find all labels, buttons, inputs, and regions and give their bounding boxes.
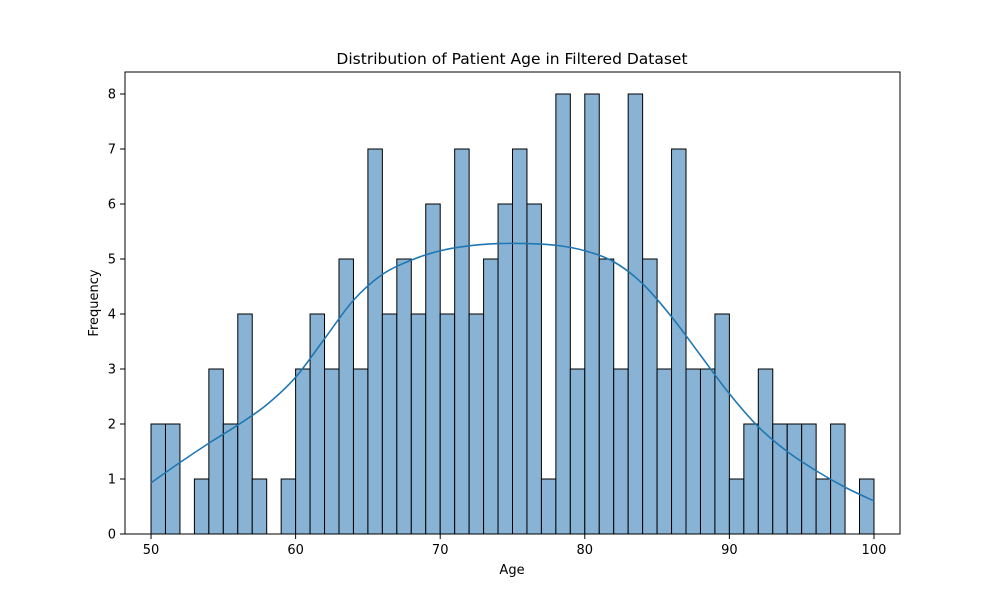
y-tick-label: 4 bbox=[108, 308, 116, 323]
histogram-bar bbox=[569, 368, 586, 535]
histogram-bar bbox=[728, 478, 745, 535]
plot-frame bbox=[124, 71, 901, 535]
histogram-bar bbox=[381, 313, 398, 535]
histogram-bar bbox=[280, 478, 297, 535]
x-tick-label: 60 bbox=[287, 543, 304, 558]
x-tick-label: 100 bbox=[862, 543, 887, 558]
histogram-bar bbox=[671, 148, 687, 535]
x-tick-label: 50 bbox=[143, 543, 160, 558]
bars-group bbox=[150, 93, 875, 535]
histogram-bar bbox=[699, 368, 716, 535]
histogram-bar bbox=[598, 258, 615, 535]
histogram-bar bbox=[815, 478, 832, 535]
histogram-bar bbox=[410, 313, 427, 535]
histogram-bar bbox=[352, 368, 369, 535]
histogram-bar bbox=[555, 93, 571, 535]
histogram-bar bbox=[468, 313, 485, 535]
histogram-bar bbox=[454, 148, 470, 535]
histogram-bar bbox=[483, 258, 499, 535]
histogram-bar bbox=[150, 423, 166, 535]
histogram-bar bbox=[613, 368, 629, 535]
histogram-bar bbox=[584, 93, 600, 535]
histogram-bar bbox=[627, 93, 644, 535]
histogram-bar bbox=[642, 258, 658, 535]
x-tick-label: 80 bbox=[577, 543, 594, 558]
y-axis: 0 1 2 3 4 5 6 7 8 bbox=[108, 88, 125, 543]
histogram-bar bbox=[786, 423, 803, 535]
histogram-bar bbox=[685, 368, 701, 535]
histogram-bar bbox=[338, 258, 354, 535]
y-tick-label: 7 bbox=[108, 143, 116, 158]
x-axis-label: Age bbox=[499, 563, 524, 578]
histogram-bar bbox=[656, 368, 673, 535]
histogram-bar bbox=[801, 423, 817, 535]
y-tick-label: 1 bbox=[108, 473, 116, 488]
y-tick-label: 6 bbox=[108, 198, 116, 213]
histogram-bar bbox=[830, 423, 846, 535]
histogram-bar bbox=[164, 423, 181, 535]
histogram-bar bbox=[367, 148, 383, 535]
histogram-bar bbox=[540, 478, 557, 535]
histogram-bar bbox=[309, 313, 326, 535]
y-axis-label: Frequency bbox=[87, 269, 102, 336]
histogram-bar bbox=[859, 478, 875, 535]
y-tick-label: 3 bbox=[108, 363, 116, 378]
chart-title: Distribution of Patient Age in Filtered … bbox=[336, 50, 687, 68]
y-tick-label: 0 bbox=[108, 528, 116, 543]
y-tick-label: 5 bbox=[108, 253, 116, 268]
histogram-bar bbox=[526, 203, 542, 535]
y-tick-label: 2 bbox=[108, 418, 116, 433]
histogram-bar bbox=[324, 368, 340, 535]
kde-line bbox=[150, 242, 875, 502]
histogram-bar bbox=[714, 313, 730, 535]
x-axis: 50 60 70 80 90 100 bbox=[143, 534, 887, 558]
histogram-bar bbox=[222, 423, 239, 535]
histogram-bar bbox=[208, 368, 224, 535]
histogram-bar bbox=[512, 148, 528, 535]
x-tick-label: 70 bbox=[432, 543, 449, 558]
histogram-bar bbox=[772, 423, 788, 535]
x-tick-label: 90 bbox=[721, 543, 738, 558]
histogram-bar bbox=[193, 478, 210, 535]
histogram-bar bbox=[439, 313, 456, 535]
histogram-bar bbox=[497, 203, 514, 535]
histogram-bar bbox=[757, 368, 774, 535]
histogram-bar bbox=[743, 423, 759, 535]
histogram-bar bbox=[295, 368, 311, 535]
histogram-bar bbox=[251, 478, 268, 535]
histogram-bar bbox=[396, 258, 412, 535]
y-tick-label: 8 bbox=[108, 88, 116, 103]
